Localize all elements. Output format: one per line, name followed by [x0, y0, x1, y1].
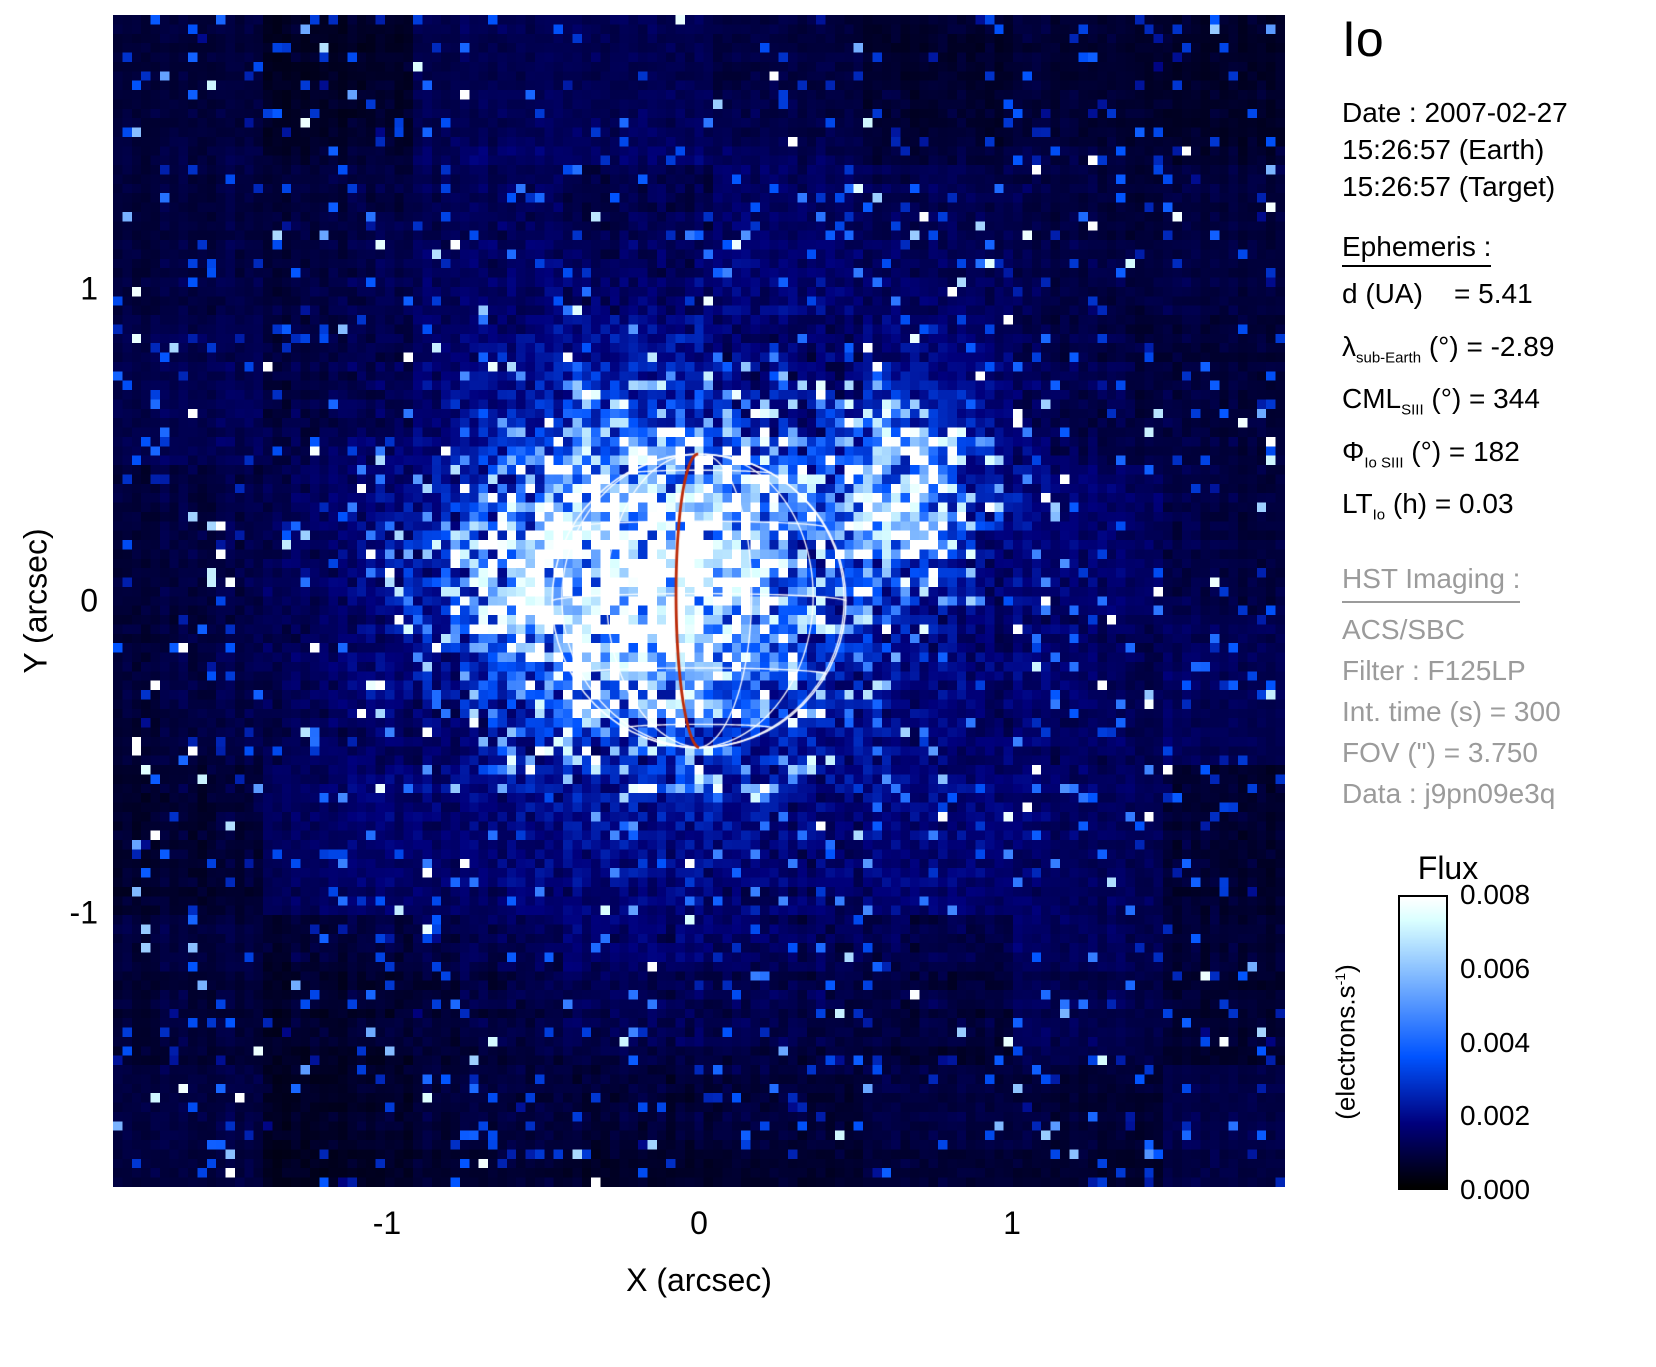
- colorbar-unit-close: ): [1330, 964, 1361, 973]
- y-tick-label: 1: [80, 270, 98, 307]
- ephemeris-subscript: Io SIII: [1364, 454, 1404, 472]
- ephemeris-label: LT: [1342, 488, 1373, 520]
- colorbar-unit-text: (electrons.s: [1330, 985, 1361, 1120]
- ephemeris-label: CML: [1342, 383, 1402, 415]
- colorbar-tick-label: 0.002: [1460, 1100, 1531, 1131]
- obs-date: Date : 2007-02-27: [1342, 97, 1568, 128]
- ephemeris-label: d (UA): [1342, 278, 1423, 309]
- ephemeris-header: Ephemeris :: [1342, 231, 1492, 267]
- ephemeris-subscript: sub-Earth: [1356, 349, 1422, 367]
- ephemeris-row-subearth-lat: λsub-Earth (°) = -2.89: [1342, 326, 1654, 379]
- x-tick-label: -1: [372, 1205, 402, 1241]
- target-name: Io: [1342, 11, 1384, 67]
- info-panel: Io Date : 2007-02-27 15:26:57 (Earth) 15…: [1342, 14, 1654, 814]
- hst-imaging-section: HST Imaging : ACS/SBC Filter : F125LP In…: [1342, 558, 1654, 814]
- obs-time-target: 15:26:57 (Target): [1342, 171, 1556, 202]
- observation-time-block: Date : 2007-02-27 15:26:57 (Earth) 15:26…: [1342, 94, 1654, 205]
- colorbar-gradient: [1398, 895, 1448, 1190]
- ephemeris-value: (°) = 344: [1423, 383, 1540, 415]
- ephemeris-value: (°) = -2.89: [1421, 330, 1555, 362]
- ephemeris-value: = 5.41: [1422, 278, 1533, 309]
- hst-imaging-header: HST Imaging :: [1342, 558, 1521, 603]
- ephemeris-label: Φ: [1342, 435, 1365, 467]
- ephemeris-subscript: SIII: [1401, 401, 1424, 419]
- hst-int-time: Int. time (s) = 300: [1342, 695, 1561, 727]
- ephemeris-row-phi: ΦIo SIII (°) = 182: [1342, 431, 1654, 484]
- x-tick-label: 0: [690, 1205, 708, 1241]
- colorbar-tick-label: 0.000: [1460, 1174, 1531, 1205]
- ephemeris-value: (h) = 0.03: [1385, 488, 1514, 520]
- ephemeris-row-cml: CMLSIII (°) = 344: [1342, 378, 1654, 431]
- colorbar-title: Flux: [1417, 850, 1479, 886]
- ephemeris-subscript: Io: [1372, 506, 1386, 524]
- ephemeris-section: Ephemeris : d (UA) = 5.41 λsub-Earth (°)…: [1342, 231, 1654, 536]
- colorbar-unit-label: (electrons.s-1): [1331, 964, 1362, 1120]
- x-axis-title: X (arcsec): [626, 1262, 772, 1298]
- colorbar-tick-label: 0.004: [1460, 1027, 1531, 1058]
- colorbar-tick-label: 0.006: [1460, 953, 1531, 984]
- ephemeris-row-distance: d (UA) = 5.41: [1342, 273, 1654, 326]
- disk-wireframe-overlay: [113, 15, 1285, 1187]
- ephemeris-row-local-time: LTIo (h) = 0.03: [1342, 483, 1654, 536]
- ephemeris-value: (°) = 182: [1403, 435, 1520, 467]
- y-tick-label: 0: [80, 582, 98, 619]
- colorbar: 0.008 0.006 0.004 0.002 0.000 (electrons…: [1331, 879, 1531, 1205]
- obs-time-earth: 15:26:57 (Earth): [1342, 134, 1545, 165]
- colorbar-tick-label: 0.008: [1460, 879, 1531, 910]
- hst-instrument: ACS/SBC: [1342, 613, 1465, 645]
- ephemeris-label: λ: [1342, 330, 1356, 362]
- hst-fov: FOV (") = 3.750: [1342, 736, 1538, 768]
- x-tick-label: 1: [1003, 1205, 1021, 1241]
- plot-area: [113, 15, 1285, 1187]
- hst-data-id: Data : j9pn09e3q: [1342, 777, 1556, 809]
- colorbar-unit-exponent: -1: [1331, 972, 1348, 986]
- y-tick-label: -1: [69, 894, 98, 931]
- hst-filter: Filter : F125LP: [1342, 654, 1526, 686]
